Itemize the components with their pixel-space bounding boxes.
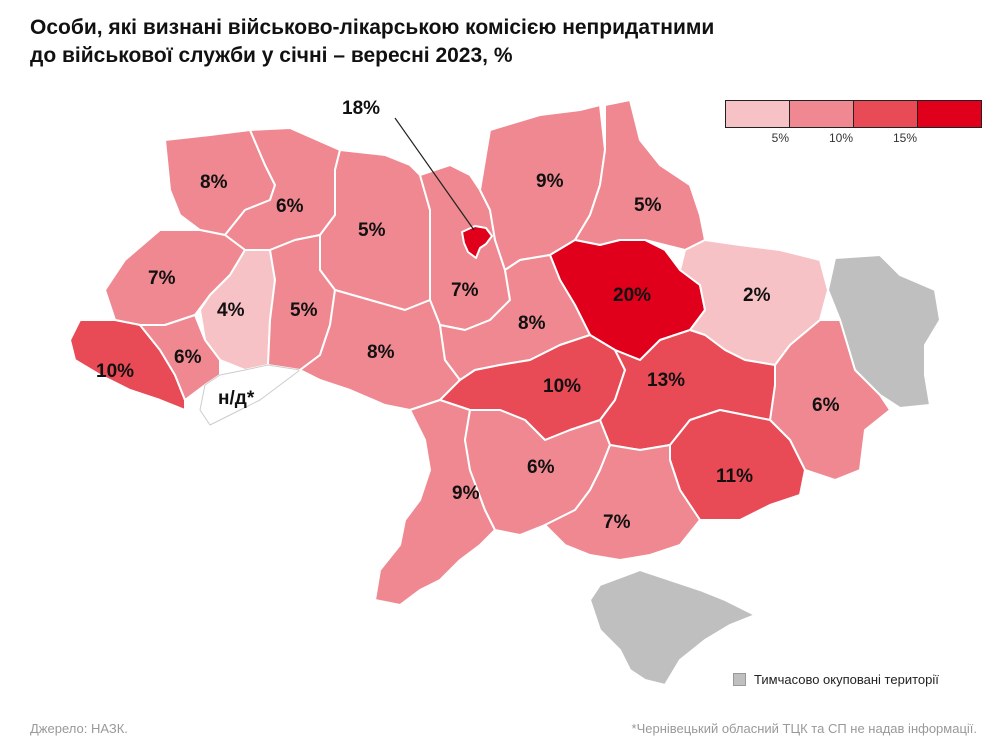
label-kharkiv: 2% bbox=[743, 285, 771, 306]
region-chernivtsi bbox=[199, 364, 301, 426]
label-east: 6% bbox=[812, 395, 840, 416]
label-zakarpattia: 10% bbox=[96, 361, 134, 382]
label-kherson: 7% bbox=[603, 512, 631, 533]
legend-bar bbox=[725, 100, 982, 128]
label-dnipropetrovsk: 13% bbox=[647, 370, 685, 391]
label-khmelnytskyi: 5% bbox=[290, 300, 318, 321]
label-mykolaiv: 6% bbox=[527, 457, 555, 478]
occupied-swatch bbox=[733, 673, 746, 686]
occupied-label: Тимчасово окуповані території bbox=[754, 672, 939, 687]
label-chernivtsi: н/д* bbox=[218, 388, 255, 409]
label-sumy: 5% bbox=[634, 195, 662, 216]
region-kherson bbox=[544, 444, 701, 561]
label-poltava: 20% bbox=[613, 285, 651, 306]
footnote: *Чернівецький обласний ТЦК та СП не нада… bbox=[631, 721, 977, 736]
title-line-2: до військової служби у січні – вересні 2… bbox=[30, 44, 513, 67]
region-sumy bbox=[574, 99, 706, 251]
legend-tick-15: 15% bbox=[892, 131, 917, 145]
label-chernihiv: 9% bbox=[536, 171, 564, 192]
label-vinnytsia: 8% bbox=[367, 342, 395, 363]
region-kyiv-city bbox=[461, 225, 493, 259]
label-ternopil: 4% bbox=[217, 300, 245, 321]
legend-tick-10: 10% bbox=[828, 131, 853, 145]
label-zaporizhzhia: 11% bbox=[716, 466, 753, 487]
region-occupied-crimea bbox=[589, 569, 756, 686]
label-kyiv-city: 18% bbox=[342, 98, 380, 119]
label-ivano-frankivsk: 6% bbox=[174, 347, 202, 368]
page-title: Особи, які визнані військово-лікарською … bbox=[30, 14, 910, 70]
legend-swatch-1 bbox=[726, 101, 790, 127]
legend-swatch-2 bbox=[790, 101, 854, 127]
color-legend: 5% 10% 15% bbox=[725, 100, 982, 145]
title-line-1: Особи, які визнані військово-лікарською … bbox=[30, 16, 715, 39]
legend-ticks: 5% 10% 15% bbox=[725, 128, 982, 145]
label-zhytomyr: 5% bbox=[358, 220, 386, 241]
label-kirovohrad: 10% bbox=[543, 376, 581, 397]
legend-swatch-4 bbox=[918, 101, 981, 127]
label-kyiv-oblast: 7% bbox=[451, 280, 479, 301]
label-lviv: 7% bbox=[148, 268, 176, 289]
occupied-legend: Тимчасово окуповані території bbox=[733, 672, 939, 687]
kyiv-callout-line bbox=[394, 117, 475, 231]
label-volyn: 8% bbox=[200, 172, 228, 193]
label-odesa: 9% bbox=[452, 483, 480, 504]
legend-tick-5: 5% bbox=[771, 131, 789, 145]
label-cherkasy: 8% bbox=[518, 313, 546, 334]
legend-swatch-3 bbox=[854, 101, 918, 127]
label-rivne: 6% bbox=[276, 196, 304, 217]
source-note: Джерело: НАЗК. bbox=[30, 721, 128, 736]
